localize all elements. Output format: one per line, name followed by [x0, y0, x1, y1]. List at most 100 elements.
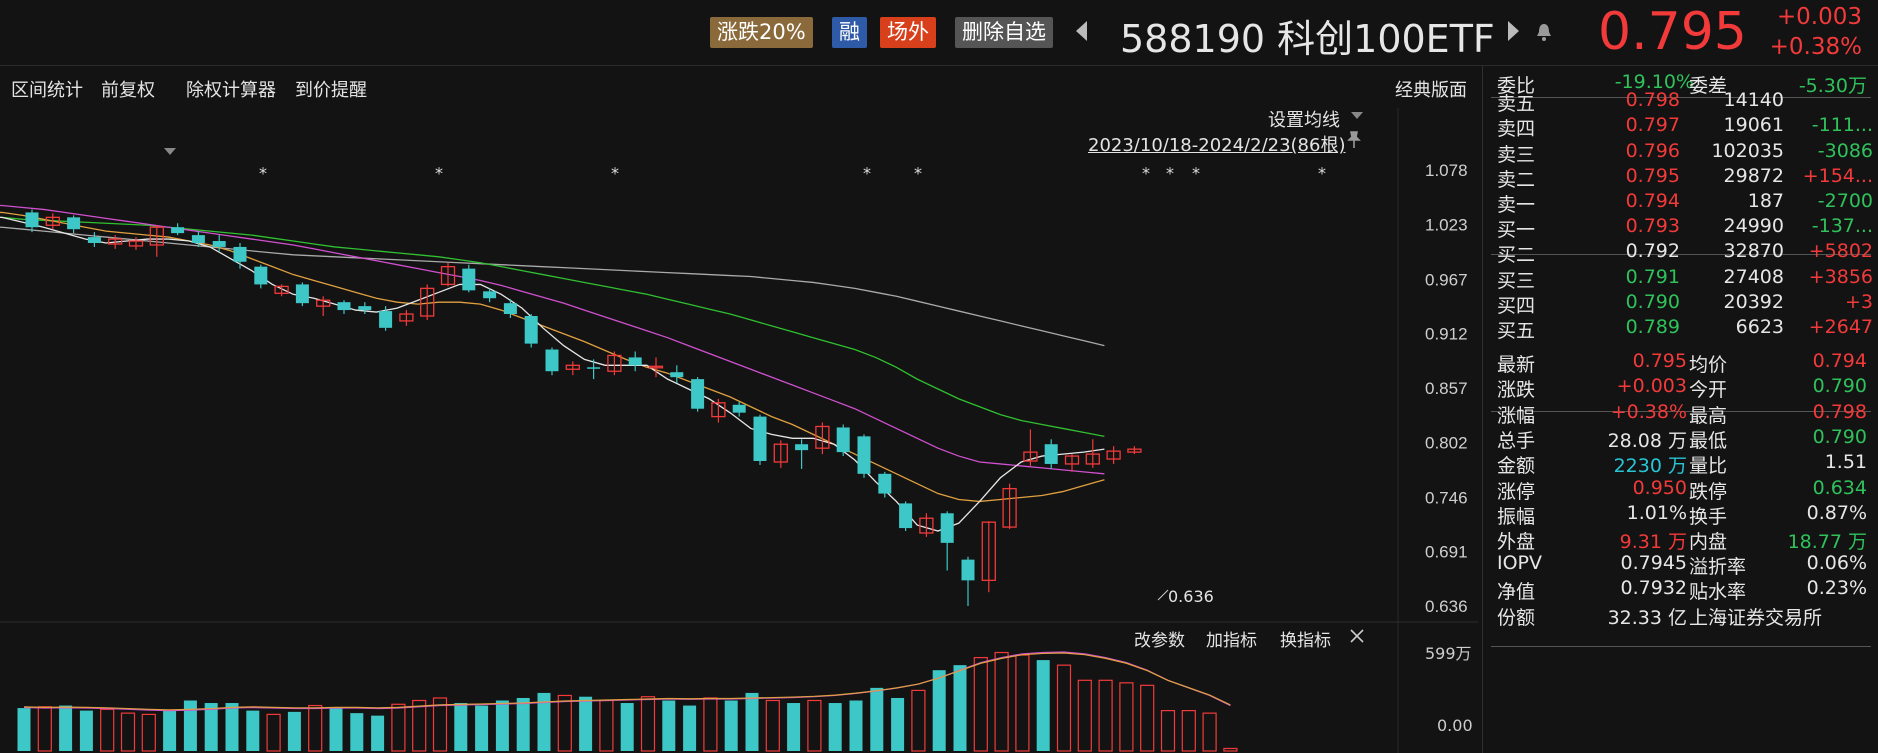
buy-row[interactable]: 买五 0.789 6623 +2647 — [1483, 313, 1878, 343]
stat-value: 1.51 — [1824, 451, 1867, 474]
volume-bar — [516, 697, 530, 751]
ma20-line — [0, 204, 1105, 475]
stat-value: +0.003 — [1616, 375, 1687, 398]
sell-change: +154... — [1802, 164, 1873, 187]
ma-setting-button[interactable]: 设置均线 — [1268, 110, 1340, 131]
candle — [836, 424, 850, 457]
volume-bar — [79, 710, 93, 751]
candle — [1002, 483, 1017, 530]
stat-label: 最新 — [1497, 354, 1536, 376]
event-marker-icon: ⁎ — [435, 159, 443, 178]
buy-level-label: 买三 — [1497, 269, 1536, 292]
stat-value: 0.634 — [1812, 476, 1867, 499]
candles — [25, 209, 1142, 606]
candle — [607, 351, 622, 376]
next-arrow-icon[interactable] — [1508, 21, 1519, 41]
candle — [440, 262, 456, 287]
volume-bar — [557, 694, 572, 752]
switch-indicator-button[interactable]: 换指标 — [1280, 631, 1331, 651]
chevron-down-icon[interactable] — [1351, 112, 1363, 120]
chevron-down-icon[interactable] — [164, 148, 176, 156]
sell-row[interactable]: 卖五 0.798 14140 — [1483, 86, 1878, 116]
volume-bar — [932, 670, 946, 751]
weicha-label: 委差 — [1689, 75, 1728, 97]
stat-label: 涨幅 — [1497, 404, 1536, 427]
volume-bar — [371, 715, 385, 751]
buy-row[interactable]: 买二 0.792 32870 +5802 — [1483, 237, 1878, 267]
adjust-mode-dropdown[interactable]: 前复权 — [101, 80, 155, 101]
remove-watchlist-button[interactable]: 删除自选 — [955, 17, 1053, 48]
sell-row[interactable]: 卖一 0.794 187 -2700 — [1483, 187, 1878, 217]
buy-row[interactable]: 买一 0.793 24990 -137... — [1483, 212, 1878, 242]
prev-arrow-icon[interactable] — [1076, 21, 1087, 41]
candle — [1064, 454, 1080, 472]
margin-tag[interactable]: 融 — [832, 17, 867, 48]
stat-value: 0.790 — [1812, 425, 1867, 448]
candle — [1106, 446, 1121, 464]
volume-bar — [308, 704, 323, 752]
ex-rights-calculator-button[interactable]: 除权计算器 — [186, 80, 276, 101]
sell-volume: 187 — [1747, 190, 1784, 213]
volume-ma-line — [23, 652, 1231, 711]
security-title: 588190 科创100ETF — [1120, 8, 1495, 63]
stat-label: 量比 — [1689, 455, 1728, 478]
range-stats-button[interactable]: 区间统计 — [11, 80, 83, 101]
edit-params-button[interactable]: 改参数 — [1134, 631, 1185, 651]
volume-bar — [1223, 747, 1238, 752]
volume-bar — [183, 700, 197, 751]
volume-bar — [891, 697, 905, 751]
bell-icon[interactable] — [1536, 22, 1552, 42]
add-indicator-button[interactable]: 加指标 — [1206, 631, 1257, 651]
otc-tag[interactable]: 场外 — [880, 17, 936, 48]
buy-change: +3856 — [1808, 265, 1873, 288]
volume-bar — [911, 689, 926, 752]
buy-level-label: 买二 — [1497, 244, 1536, 267]
date-range-label[interactable]: 2023/10/18-2024/2/23(86根) — [1088, 135, 1346, 156]
pin-icon[interactable] — [1347, 131, 1361, 149]
volume-bar — [163, 710, 177, 751]
volume-bar — [953, 665, 967, 751]
stat-label: 振幅 — [1497, 505, 1536, 528]
sell-row[interactable]: 卖二 0.795 29872 +154... — [1483, 162, 1878, 192]
y-axis-ticks: 1.078 1.023 0.967 0.912 0.857 0.802 0.746 0.691… — [1425, 161, 1468, 616]
buy-row[interactable]: 买四 0.790 20392 +3 — [1483, 288, 1878, 318]
buy-row[interactable]: 买三 0.791 27408 +3856 — [1483, 263, 1878, 293]
sell-price: 0.795 — [1625, 164, 1680, 187]
volume-min-label: 0.00 — [1437, 716, 1473, 735]
volume-bar — [703, 697, 718, 752]
close-icon[interactable] — [1350, 629, 1364, 643]
buy-change: +5802 — [1808, 240, 1873, 263]
sell-price: 0.796 — [1625, 139, 1680, 162]
limit-tag[interactable]: 涨跌20% — [710, 17, 813, 48]
iopv-label: 净值 — [1497, 581, 1536, 604]
volume-bar — [1119, 682, 1134, 752]
title-bar: 涨跌20% 融 场外 删除自选 588190 科创100ETF 0.795 +0… — [0, 0, 1878, 66]
volume-bar — [765, 699, 780, 752]
buy-volume: 20392 — [1723, 290, 1784, 313]
sell-row[interactable]: 卖三 0.796 102035 -3086 — [1483, 137, 1878, 167]
candle — [420, 284, 435, 320]
candle — [149, 225, 164, 257]
sell-volume: 102035 — [1711, 139, 1784, 162]
candle — [711, 398, 726, 423]
buy-price: 0.790 — [1625, 290, 1680, 313]
divider — [1491, 646, 1871, 647]
price-alert-button[interactable]: 到价提醒 — [295, 80, 367, 101]
candle — [316, 296, 331, 316]
buy-price: 0.793 — [1625, 215, 1680, 237]
candle — [399, 310, 414, 326]
volume-bar — [994, 651, 1009, 752]
candle — [274, 284, 289, 297]
candle — [1044, 439, 1058, 469]
buy-price: 0.789 — [1625, 316, 1680, 339]
stat-label: 最低 — [1689, 429, 1728, 452]
price-change: +0.003 — [1776, 4, 1862, 30]
sell-row[interactable]: 卖四 0.797 19061 -111... — [1483, 111, 1878, 141]
y-tick-label: 0.967 — [1425, 270, 1468, 289]
candle — [981, 521, 996, 593]
sell-volume: 29872 — [1723, 164, 1784, 187]
y-tick-label: 0.857 — [1425, 379, 1468, 398]
classic-layout-button[interactable]: 经典版面 — [1395, 80, 1467, 101]
iopv-row: 份额 32.33 亿 上海证券交易所 — [1483, 600, 1878, 630]
volume-bar — [454, 703, 468, 751]
